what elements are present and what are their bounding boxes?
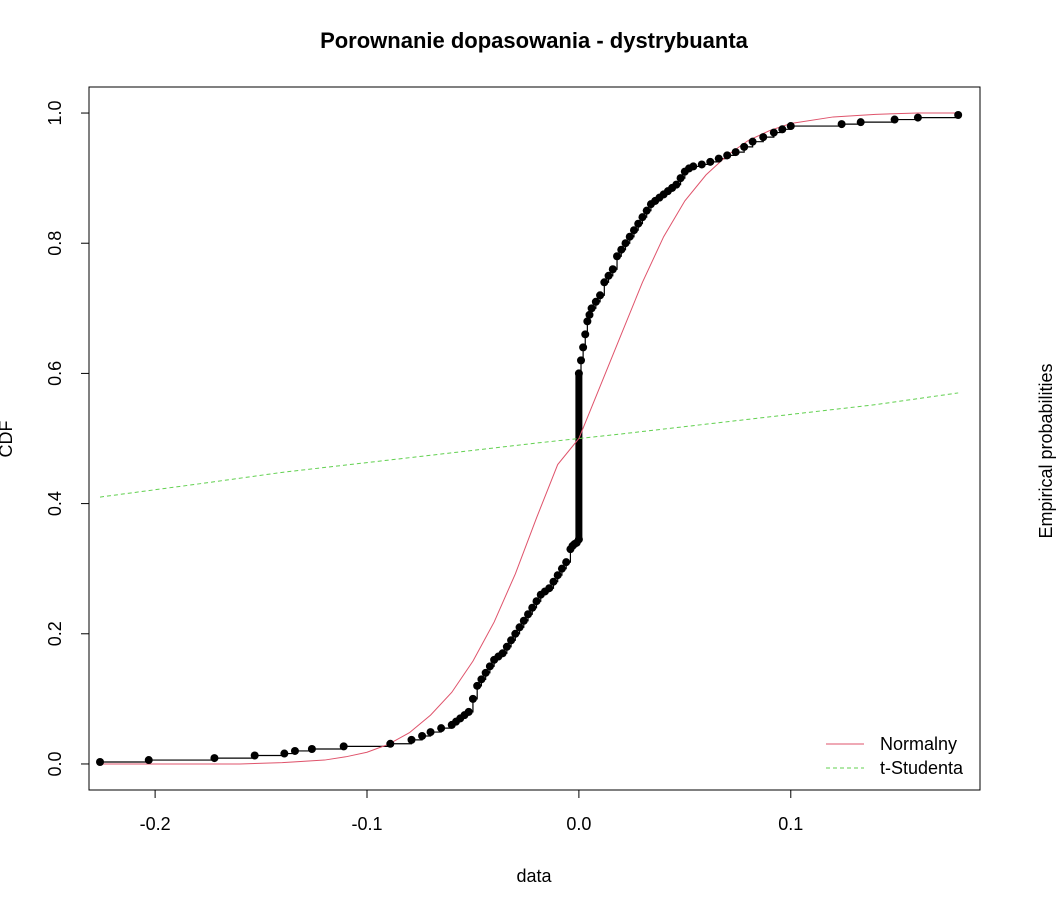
x-tick-label: -0.2 [140,814,171,834]
empirical-point [706,157,715,166]
empirical-point [477,675,486,684]
empirical-point [621,239,630,248]
empirical-point [587,304,596,313]
x-tick-label: 0.1 [778,814,803,834]
series-line-t-studenta [99,392,959,498]
empirical-point [473,681,482,690]
empirical-point [585,310,594,319]
empirical-point [528,603,537,612]
empirical-point [642,206,651,215]
empirical-point [579,343,588,352]
empirical-point [596,291,605,300]
empirical-point [714,154,723,163]
empirical-step-line [100,114,959,763]
empirical-point [502,642,511,651]
empirical-point [485,662,494,671]
empirical-point [629,226,638,235]
empirical-point [748,137,757,146]
plot-lines [99,112,959,765]
empirical-point [250,751,259,760]
legend-t-studenta-label: t-Studenta [880,758,964,778]
empirical-point [557,564,566,573]
empirical-point [574,369,583,378]
empirical-point [144,756,153,765]
empirical-point [464,707,473,716]
empirical-point [407,735,416,744]
x-tick-label: -0.1 [351,814,382,834]
empirical-point [689,162,698,171]
y-tick-label: 0.4 [45,491,65,516]
y-tick-label: 0.6 [45,361,65,386]
empirical-point [437,724,446,733]
empirical-point [549,577,558,586]
empirical-point [913,113,922,122]
empirical-point [676,174,685,183]
empirical-point [481,668,490,677]
plot-frame [88,86,981,791]
empirical-point [519,616,528,625]
x-axis: -0.2 -0.1 0.0 0.1 [140,789,803,834]
chart-title: Porownanie dopasowania - dystrybuanta [320,28,749,53]
y-axis-right-label: Empirical probabilities [1036,363,1056,538]
empirical-point [545,584,554,593]
empirical-point [769,128,778,137]
empirical-point [507,636,516,645]
empirical-point [426,728,435,737]
x-axis-label: data [516,866,552,886]
y-tick-label: 0.8 [45,231,65,256]
empirical-point [778,125,787,134]
legend: Normalny t-Studenta [826,734,964,778]
y-tick-label: 1.0 [45,101,65,126]
empirical-point [553,571,562,580]
empirical-point [532,597,541,606]
x-tick-label: 0.0 [566,814,591,834]
empirical-point [524,610,533,619]
empirical-point [740,142,749,151]
empirical-point [617,245,626,254]
empirical-point [625,232,634,241]
legend-normalny-label: Normalny [880,734,957,754]
y-tick-label: 0.0 [45,751,65,776]
y-axis: 0.0 0.2 0.4 0.6 0.8 1.0 [45,101,90,776]
empirical-point [511,629,520,638]
empirical-point [613,252,622,261]
empirical-point [307,744,316,753]
empirical-point [697,160,706,169]
empirical-point [954,110,963,119]
empirical-point [837,120,846,129]
empirical-point [856,118,865,127]
empirical-point [600,278,609,287]
empirical-point [581,330,590,339]
empirical-point [339,742,348,751]
empirical-point [786,122,795,131]
empirical-point [638,213,647,222]
empirical-point [280,749,289,758]
empirical-point [96,758,105,767]
empirical-point [672,180,681,189]
empirical-point [583,317,592,326]
empirical-point [608,265,617,274]
empirical-point [468,694,477,703]
empirical-point [290,746,299,755]
empirical-point [723,151,732,160]
empirical-point [634,219,643,228]
empirical-point [574,535,583,544]
empirical-points [96,110,963,767]
empirical-point [498,649,507,658]
empirical-point [418,731,427,740]
empirical-point [386,739,395,748]
empirical-point [759,133,768,142]
empirical-point [731,148,740,157]
empirical-point [591,297,600,306]
empirical-point [577,356,586,365]
empirical-point [210,754,219,763]
empirical-point [890,115,899,124]
series-line-normalny [100,112,959,765]
y-tick-label: 0.2 [45,621,65,646]
empirical-point [604,271,613,280]
empirical-point [515,623,524,632]
empirical-point [562,558,571,567]
y-axis-label: CDF [0,421,16,458]
